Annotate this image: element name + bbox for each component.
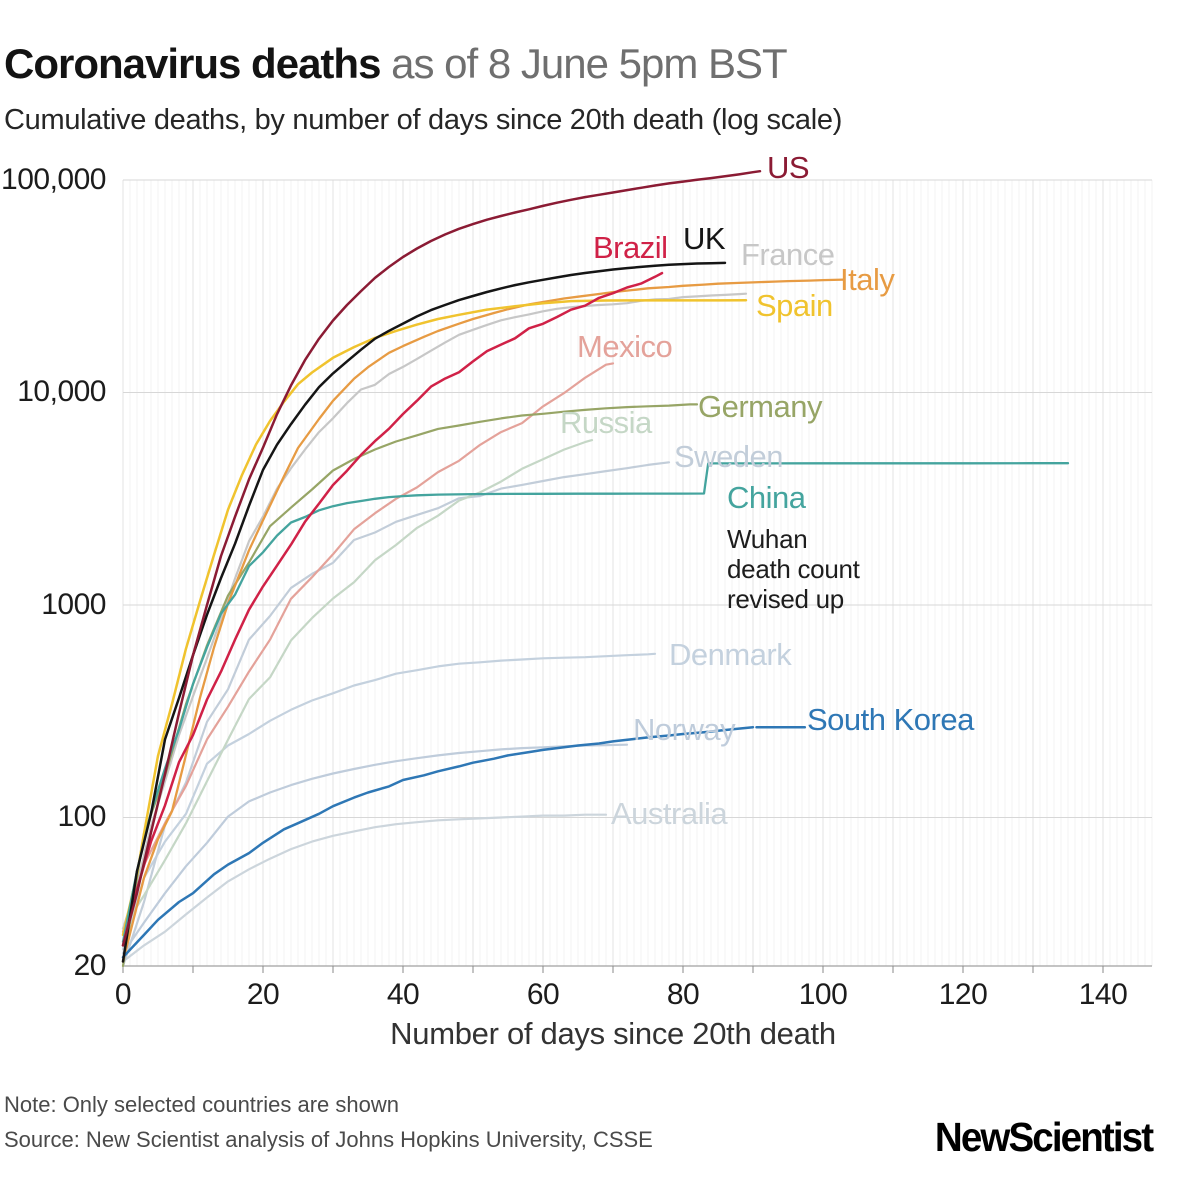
series-line-norway [121,743,629,955]
series-line-sweden [121,461,671,968]
series-label-mexico: Mexico [577,329,673,364]
series-label-italy: Italy [840,262,895,297]
y-tick-label-20: 20 [73,949,107,982]
footer-note: Note: Only selected countries are shown [4,1092,399,1117]
x-tick-label-20: 20 [246,978,280,1011]
series-label-norway: Norway [633,712,736,747]
x-axis-title: Number of days since 20th death [390,1016,836,1051]
x-axis [122,965,1152,973]
x-tick-label-140: 140 [1078,978,1128,1011]
series-line-uk [121,261,727,963]
y-tick-label-1000: 1000 [41,587,106,621]
annotation-line: revised up [727,584,844,614]
series-label-brazil: Brazil [593,230,668,265]
x-tick-label-100: 100 [798,978,848,1011]
series-label-south-korea: South Korea [807,702,974,737]
y-tick-label-100: 100 [57,800,106,834]
series-line-brazil [121,271,664,947]
x-tick-label-120: 120 [938,978,988,1011]
annotation-wuhan: Wuhan death count revised up [727,524,860,614]
series-label-denmark: Denmark [669,637,792,672]
footer-source: Source: New Scientist analysis of Johns … [4,1127,653,1152]
y-tick-label-100000: 100,000 [1,162,106,196]
series-line-spain [121,299,748,937]
new-scientist-logo: NewScientist [934,1114,1154,1160]
series-line-denmark [121,652,657,951]
series-label-australia: Australia [611,796,728,831]
data-series [121,169,1070,968]
x-tick-label-60: 60 [526,978,560,1011]
series-line-us [121,169,762,947]
series-label-sweden: Sweden [674,439,784,474]
title-date: as of 8 June 5pm BST [380,40,788,87]
series-line-australia [121,813,608,963]
x-tick-label-80: 80 [666,978,700,1011]
series-line-south-korea [121,725,755,959]
series-line-russia [121,439,594,930]
series-label-france: France [741,237,835,272]
series-line-mexico [121,362,615,933]
annotation-line: death count [727,554,860,584]
chart-subtitle: Cumulative deaths, by number of days sin… [4,104,843,136]
y-tick-label-10000: 10,000 [17,375,106,409]
series-line-italy [121,278,846,963]
x-tick-label-0: 0 [114,978,132,1011]
series-label-germany: Germany [698,389,822,424]
title-main: Coronavirus deaths [4,40,381,87]
x-tick-label-40: 40 [386,978,420,1011]
series-label-spain: Spain [756,288,833,323]
annotation-line: Wuhan [727,524,808,554]
series-label-us: US [767,150,810,185]
gridlines [122,179,1153,966]
series-label-russia: Russia [560,405,652,440]
series-label-china: China [727,480,806,515]
page-title: Coronavirus deaths as of 8 June 5pm BST [4,40,788,88]
series-label-uk: UK [683,221,726,256]
series-line-china [121,462,1070,943]
series-line-france [121,292,748,930]
